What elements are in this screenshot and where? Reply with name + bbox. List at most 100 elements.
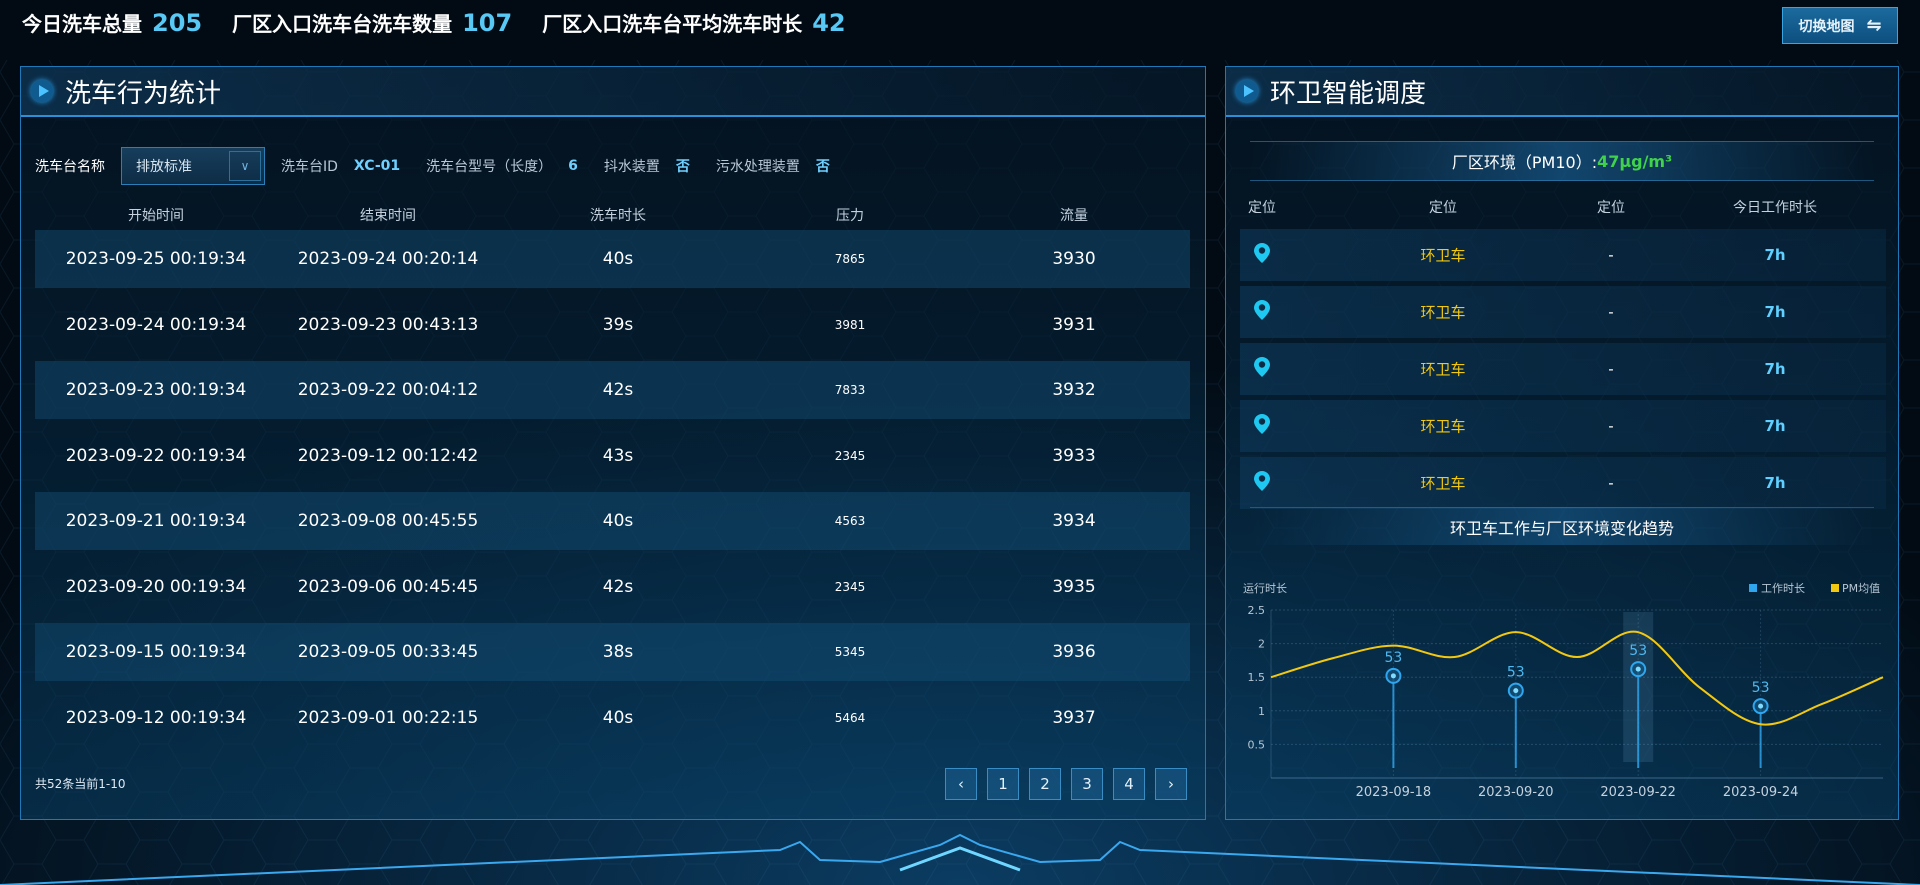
switch-map-button[interactable]: 切换地图 ⇋ [1782,7,1898,44]
work-hours-label: 53 [1384,650,1402,666]
column-header: 今日工作时长 [1733,200,1817,216]
table-cell: 7865 [834,252,866,266]
work-hours: 7h [1764,303,1786,321]
location-pin-icon[interactable] [1253,242,1271,268]
table-cell: 2023-09-24 00:20:14 [297,249,479,269]
x-tick-label: 2023-09-18 [1356,785,1432,800]
table-row[interactable]: 2023-09-24 00:19:34 2023-09-23 00:43:13 39… [35,296,1190,354]
table-cell: 42s [602,576,634,597]
vehicle-row[interactable]: 环卫车 - 7h [1240,286,1886,338]
station-model-label: 洗车台型号（长度） [426,159,553,175]
work-hours-label: 53 [1752,680,1770,696]
table-cell: 5345 [834,645,866,659]
table-row[interactable]: 2023-09-23 00:19:34 2023-09-22 00:04:12 42… [35,361,1190,419]
stat-avg-duration: 厂区入口洗车台平均洗车时长 42 [542,9,846,37]
stat-entrance-washes: 厂区入口洗车台洗车数量 107 [232,9,513,37]
x-tick-label: 2023-09-24 [1723,785,1799,800]
pagination: ‹ 1 2 3 4 › [945,768,1187,800]
table-cell: 2023-09-01 00:22:15 [297,707,479,728]
table-cell: 2023-09-12 00:19:34 [65,707,247,728]
table-row[interactable]: 2023-09-15 00:19:34 2023-09-05 00:33:45 38… [35,623,1190,681]
table-row[interactable]: 2023-09-22 00:19:34 2023-09-12 00:12:42 43… [35,427,1190,485]
column-header: 压力 [836,208,864,224]
pm-value: 47μg/m³ [1597,151,1673,171]
chevron-down-icon: ∨ [229,151,261,181]
page-4-button[interactable]: 4 [1113,768,1145,800]
column-header: 洗车时长 [590,208,646,224]
location-pin-icon[interactable] [1253,470,1271,496]
table-cell: 40s [602,707,634,728]
pm-label: 厂区环境（PM10）: [1451,153,1598,172]
vehicle-row[interactable]: 环卫车 - 7h [1240,400,1886,452]
table-cell: 2023-09-12 00:12:42 [297,445,479,466]
page-2-button[interactable]: 2 [1029,768,1061,800]
table-row[interactable]: 2023-09-20 00:19:34 2023-09-06 00:45:45 42… [35,558,1190,616]
table-row[interactable]: 2023-09-21 00:19:34 2023-09-08 00:45:55 40… [35,492,1190,550]
station-id-label: 洗车台ID [281,159,338,175]
table-row[interactable]: 2023-09-25 00:19:34 2023-09-24 00:20:14 40… [35,230,1190,288]
switch-map-label: 切换地图 [1798,18,1855,35]
legend-swatch-work [1749,584,1757,592]
stat-total-washes: 今日洗车总量 205 [22,9,203,37]
table-cell: 2023-09-22 00:04:12 [297,380,479,400]
play-icon [31,80,53,102]
table-cell: 2023-09-23 00:19:34 [65,380,247,400]
play-icon [1236,80,1258,102]
table-cell: 2023-09-23 00:43:13 [297,314,479,335]
vehicle-row[interactable]: 环卫车 - 7h [1240,343,1886,395]
table-cell: 39s [602,314,634,335]
table-cell: 2023-09-25 00:19:34 [65,249,247,269]
work-hours-dot [1390,673,1396,679]
y-axis-label: 运行时长 [1243,582,1287,595]
table-cell: 43s [602,445,634,466]
table-cell: 3934 [1052,511,1096,531]
table-cell: 3937 [1052,707,1096,728]
location-pin-icon[interactable] [1253,356,1271,382]
table-cell: 2023-09-20 00:19:34 [65,576,247,597]
chart-title: 环卫车工作与厂区环境变化趋势 [1250,507,1874,545]
column-header: 结束时间 [360,208,416,224]
vehicle-name: 环卫车 [1420,303,1466,322]
location-pin-icon[interactable] [1253,413,1271,439]
work-hours-label: 53 [1507,665,1525,681]
table-cell: 40s [602,249,634,269]
vehicle-row[interactable]: 环卫车 - 7h [1240,457,1886,509]
table-cell: 2023-09-24 00:19:34 [65,314,247,335]
work-hours-label: 53 [1629,643,1647,659]
table-cell: 3981 [834,317,866,332]
page-3-button[interactable]: 3 [1071,768,1103,800]
vehicle-status: - [1608,246,1614,264]
work-hours: 7h [1764,417,1786,435]
vehicle-status: - [1608,474,1614,492]
vehicle-row[interactable]: 环卫车 - 7h [1240,229,1886,281]
table-cell: 3931 [1052,314,1096,335]
y-tick-label: 1.5 [1248,671,1266,684]
column-header: 定位 [1429,200,1457,216]
vehicle-name: 环卫车 [1420,360,1466,379]
legend-work-hours: 工作时长 [1761,582,1805,595]
station-select[interactable]: 排放标准 ∨ [121,147,265,185]
work-hours: 7h [1764,246,1786,264]
wash-stats-panel: 洗车行为统计 洗车台名称 排放标准 ∨ 洗车台ID XC-01 洗车台型号（长度） 6… [20,66,1206,820]
next-page-button[interactable]: › [1155,768,1187,800]
station-model-value: 6 [568,158,578,174]
vehicle-status: - [1608,303,1614,321]
top-stats: 今日洗车总量 205 厂区入口洗车台洗车数量 107 厂区入口洗车台平均洗车时长 42 [22,8,846,37]
location-pin-icon[interactable] [1253,299,1271,325]
column-header: 定位 [1597,200,1625,216]
table-cell: 2023-09-08 00:45:55 [297,511,479,531]
sanitation-dispatch-panel: 环卫智能调度 厂区环境（PM10）: 47μg/m³ 定位 定位 定位 今日工作时长 环… [1225,66,1899,820]
table-cell: 42s [602,380,634,400]
y-tick-label: 2.5 [1248,604,1266,617]
vehicle-name: 环卫车 [1420,417,1466,436]
x-tick-label: 2023-09-20 [1478,785,1554,800]
panel-title: 环卫智能调度 [1270,78,1427,109]
work-hours: 7h [1764,360,1786,378]
table-cell: 3932 [1052,380,1096,400]
work-hours-dot [1758,703,1764,709]
table-row[interactable]: 2023-09-12 00:19:34 2023-09-01 00:22:15 40… [35,689,1190,747]
page-1-button[interactable]: 1 [987,768,1019,800]
table-cell: 2345 [834,579,866,594]
prev-page-button[interactable]: ‹ [945,768,977,800]
work-hours-dot [1513,688,1519,694]
